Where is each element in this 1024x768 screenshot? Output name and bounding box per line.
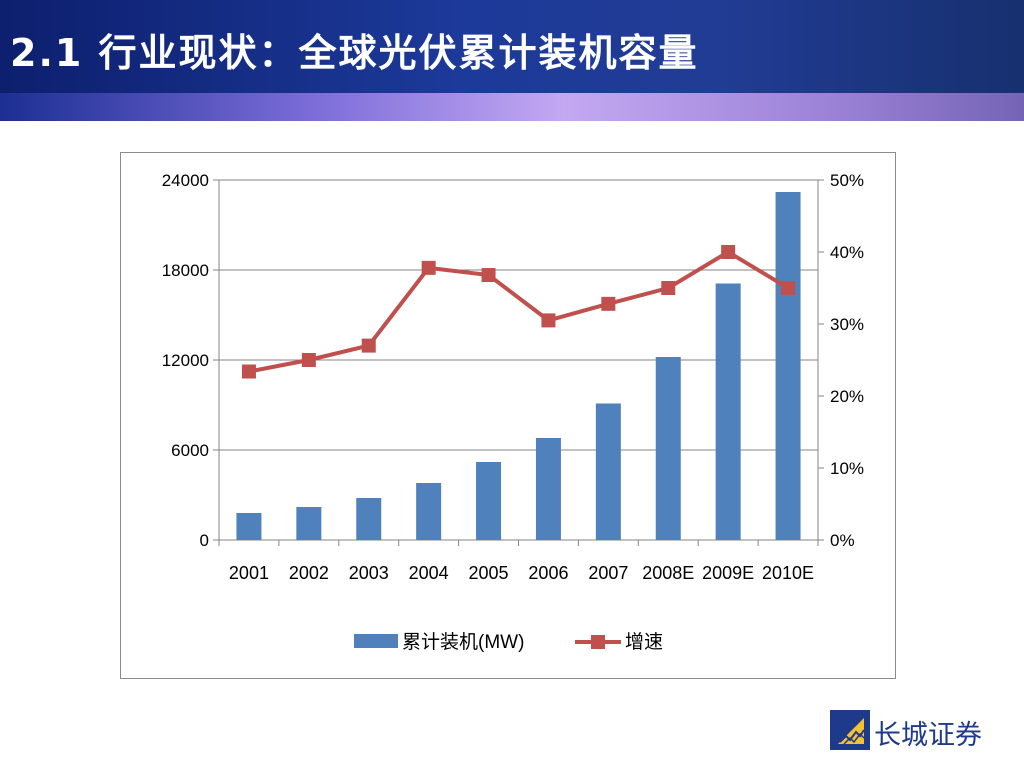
x-tick-label: 2004 [409, 563, 449, 583]
bar [296, 507, 322, 540]
line-point [241, 364, 256, 379]
x-tick-label: 2008E [642, 563, 694, 583]
y-left-tick-label: 12000 [162, 351, 209, 370]
legend-bar-swatch [354, 634, 398, 648]
y-left-tick-label: 6000 [171, 441, 209, 460]
x-tick-label: 2010E [762, 563, 814, 583]
bar [416, 483, 442, 540]
line-point [541, 313, 556, 328]
page-title: 2.1 行业现状：全球光伏累计装机容量 [10, 31, 699, 75]
x-tick-label: 2007 [588, 563, 628, 583]
line-point [361, 338, 376, 353]
y-left-tick-label: 0 [200, 531, 209, 550]
bar [236, 513, 262, 540]
x-tick-label: 2006 [528, 563, 568, 583]
line-point [781, 281, 796, 295]
line-point [661, 281, 676, 295]
y-right-tick-label: 0% [830, 531, 855, 550]
y-right-tick-label: 20% [830, 387, 864, 406]
x-tick-label: 2009E [702, 563, 754, 583]
company-logo: 长城证券 [830, 708, 1010, 752]
y-right-tick-label: 10% [830, 459, 864, 478]
bar [655, 357, 681, 540]
line-point [721, 245, 736, 259]
bar [715, 283, 741, 540]
line-point [601, 296, 616, 311]
legend-line-label: 增速 [625, 631, 663, 653]
line-point [481, 268, 496, 283]
x-tick-label: 2002 [289, 563, 329, 583]
line-point [421, 260, 436, 275]
line-point [301, 353, 316, 367]
bar [535, 438, 561, 540]
chart-container: 0 6000 12000 18000 24000 0% 10% 20% 30% 40% 50% 200… [120, 152, 896, 679]
company-name: 长城证券 [874, 720, 982, 751]
y-right-tick-label: 30% [830, 315, 864, 334]
series-line [248, 249, 790, 374]
bar [595, 403, 621, 540]
y-left-tick-label: 18000 [162, 261, 209, 280]
great-wall-logo-icon [830, 710, 870, 750]
legend-bar-label: 累计装机(MW) [402, 631, 524, 653]
bar [775, 192, 801, 540]
header-bar: 2.1 行业现状：全球光伏累计装机容量 [0, 0, 1024, 93]
bar [356, 498, 382, 540]
combo-chart: 0 6000 12000 18000 24000 0% 10% 20% 30% 40% 50% 200… [162, 171, 864, 653]
header-gradient-band [0, 93, 1024, 121]
x-tick-label: 2001 [229, 563, 269, 583]
bar [476, 462, 502, 540]
legend-line-marker [591, 635, 605, 649]
x-tick-label: 2005 [469, 563, 509, 583]
y-right-tick-label: 40% [830, 243, 864, 262]
y-left-tick-label: 24000 [162, 171, 209, 190]
x-tick-label: 2003 [349, 563, 389, 583]
y-right-tick-label: 50% [830, 171, 864, 190]
